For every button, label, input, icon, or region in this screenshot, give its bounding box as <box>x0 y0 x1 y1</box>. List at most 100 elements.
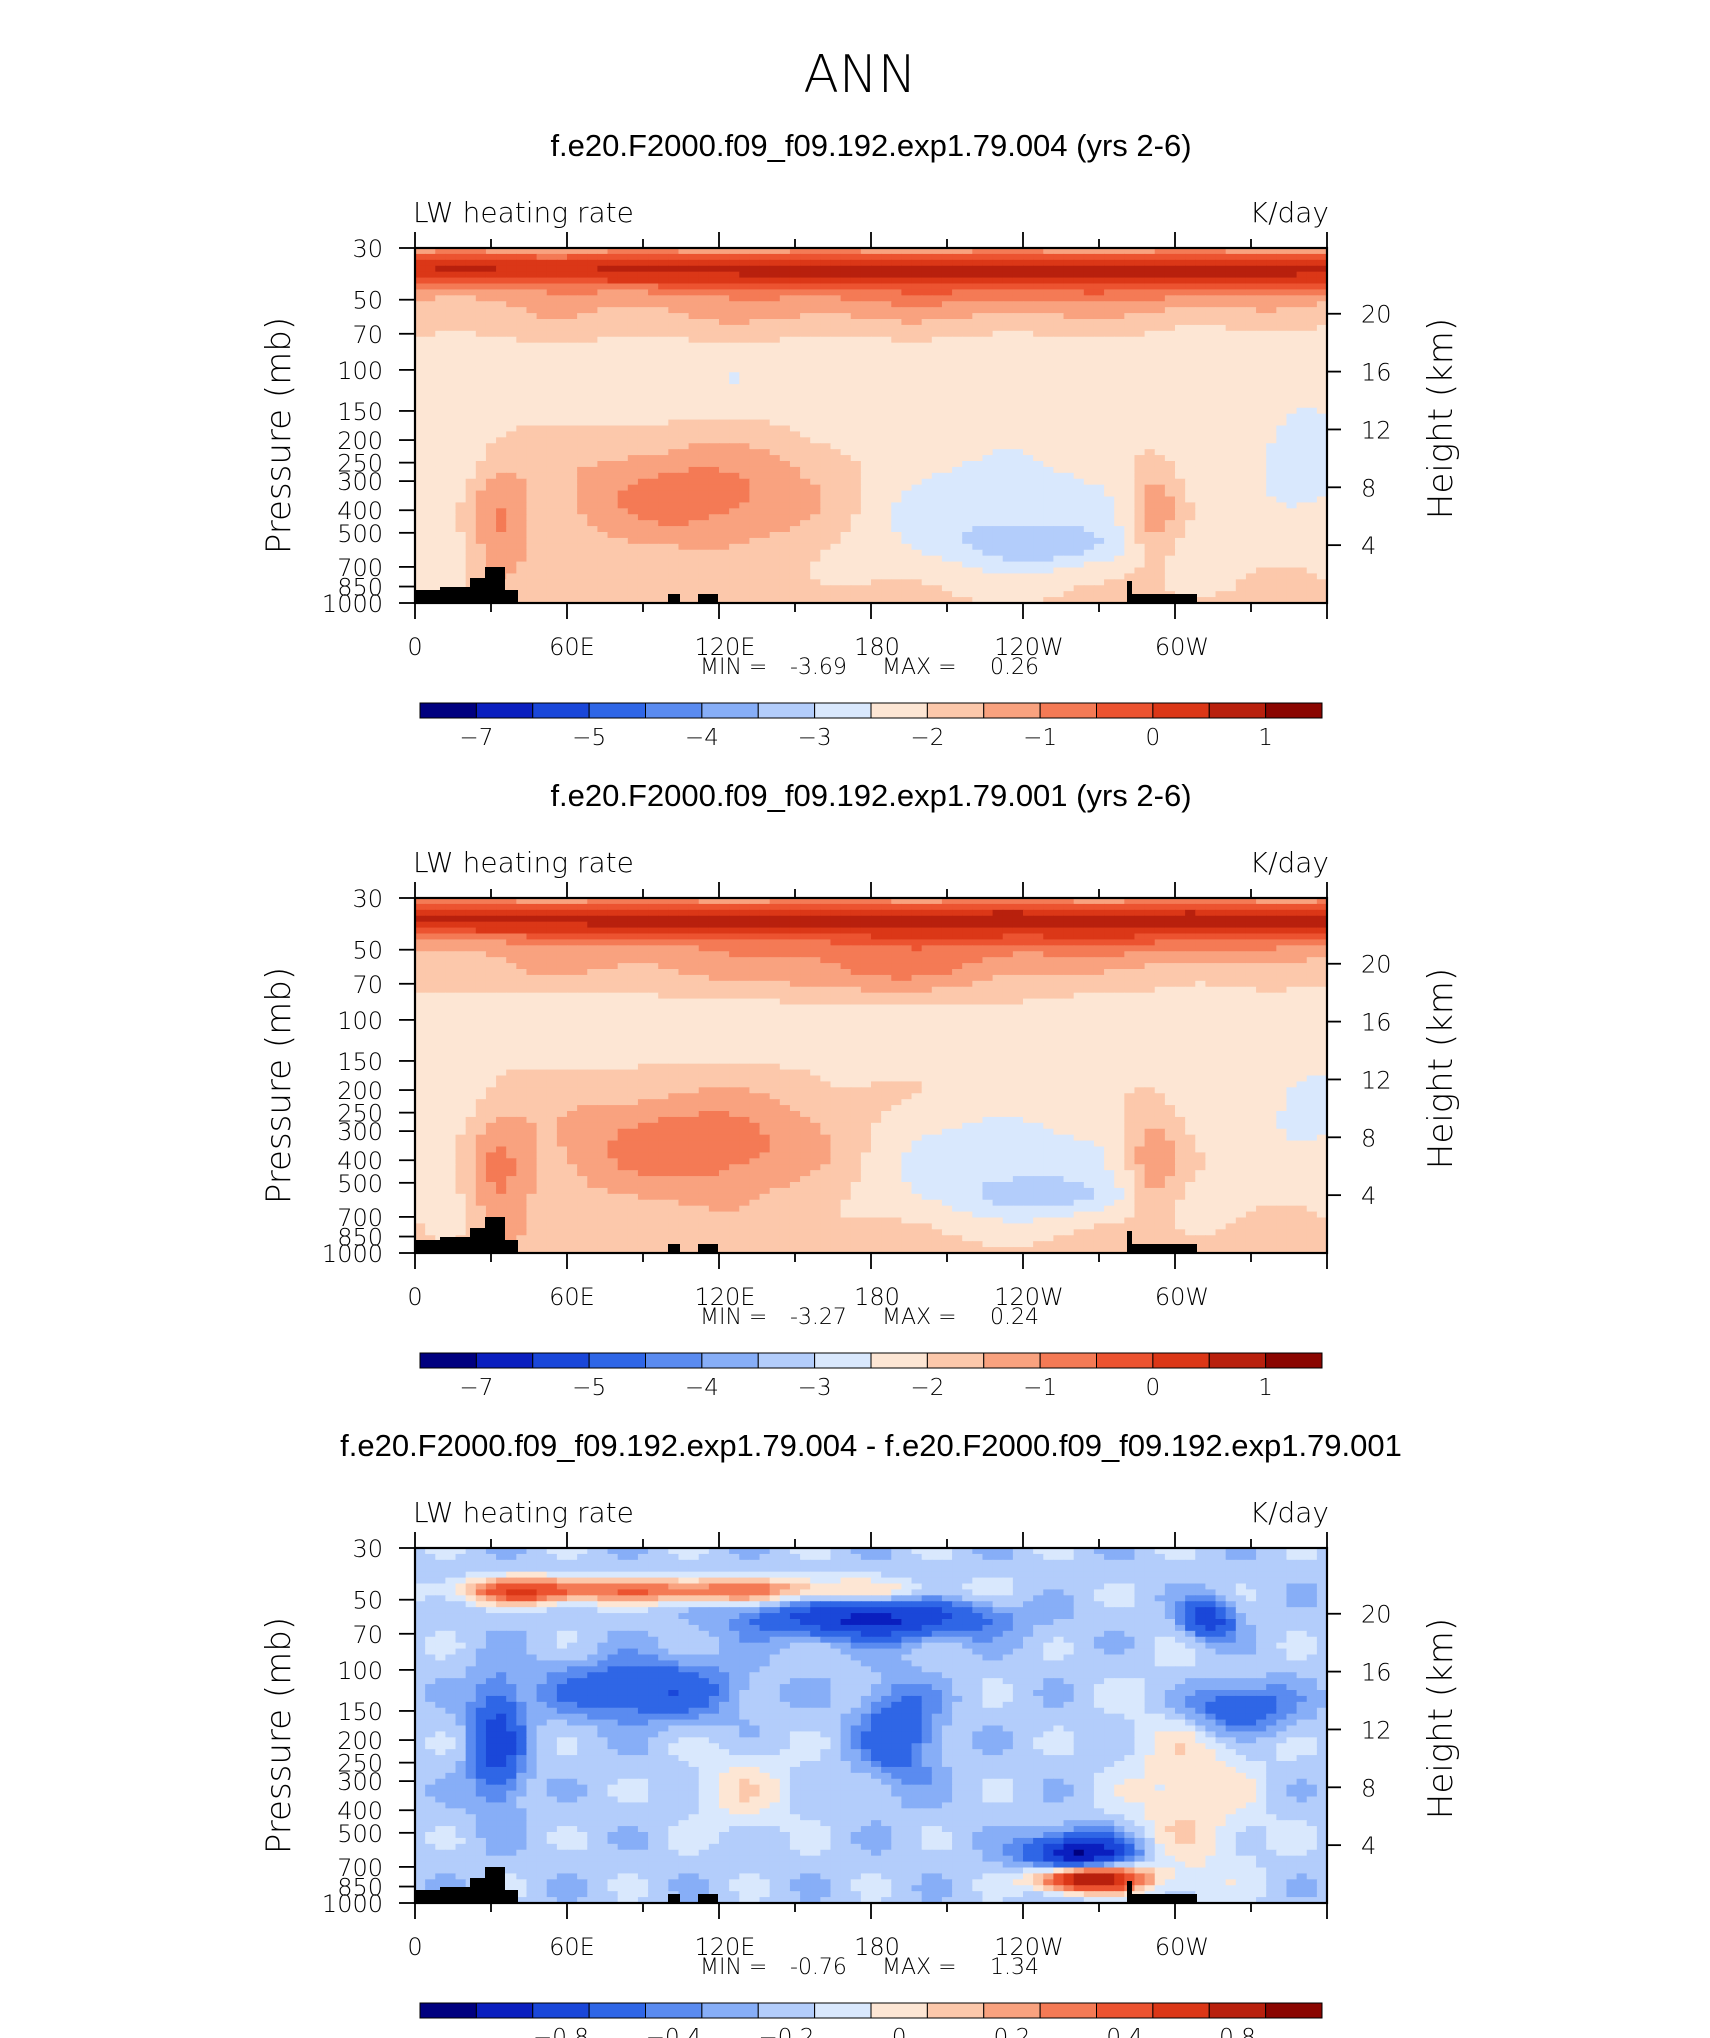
heatmap-cell <box>1104 337 1115 344</box>
heatmap-cell <box>729 260 740 267</box>
heatmap-cell <box>760 396 771 403</box>
heatmap-cell <box>486 307 497 314</box>
heatmap-cell <box>1175 366 1186 373</box>
heatmap-cell <box>445 307 456 314</box>
heatmap-cell <box>658 366 669 373</box>
heatmap-cell <box>729 420 740 427</box>
heatmap-cell <box>1175 331 1186 338</box>
heatmap-cell <box>1124 426 1135 433</box>
heatmap-cell <box>608 544 619 551</box>
heatmap-cell <box>851 467 862 474</box>
heatmap-cell <box>871 520 882 527</box>
heatmap-cell <box>982 301 993 308</box>
heatmap-cell <box>841 360 852 367</box>
heatmap-cell <box>618 520 629 527</box>
heatmap-cell <box>1104 260 1115 267</box>
heatmap-cell <box>962 568 973 575</box>
heatmap-cell <box>466 360 477 367</box>
heatmap-cell <box>1114 289 1125 296</box>
heatmap-cell <box>638 431 649 438</box>
heatmap-cell <box>739 390 750 397</box>
heatmap-cell <box>1104 402 1115 409</box>
heatmap-cell <box>1023 556 1034 563</box>
heatmap-cell <box>830 455 841 462</box>
heatmap-cell <box>526 502 537 509</box>
heatmap-cell <box>1084 467 1095 474</box>
heatmap-cell <box>1256 384 1267 391</box>
heatmap-cell <box>841 562 852 569</box>
heatmap-cell <box>1084 301 1095 308</box>
heatmap-cell <box>952 349 963 356</box>
heatmap-cell <box>800 295 811 302</box>
heatmap-cell <box>597 307 608 314</box>
heatmap-cell <box>1216 449 1227 456</box>
heatmap-cell <box>861 272 872 279</box>
heatmap-cell <box>1094 437 1105 444</box>
heatmap-cell <box>1074 266 1085 273</box>
heatmap-cell <box>810 355 821 362</box>
heatmap-cell <box>749 360 760 367</box>
heatmap-cell <box>1114 497 1125 504</box>
heatmap-cell <box>709 331 720 338</box>
heatmap-cell <box>557 467 568 474</box>
heatmap-cell <box>1226 568 1237 575</box>
heatmap-cell <box>1003 343 1014 350</box>
heatmap-cell <box>668 278 679 285</box>
heatmap-cell <box>699 272 710 279</box>
heatmap-cell <box>597 260 608 267</box>
heatmap-cell <box>435 455 446 462</box>
heatmap-cell <box>1074 254 1085 261</box>
heatmap-cell <box>577 485 588 492</box>
heatmap-cell <box>1134 289 1145 296</box>
heatmap-cell <box>1043 443 1054 450</box>
heatmap-cell <box>1043 272 1054 279</box>
heatmap-cell <box>1134 355 1145 362</box>
heatmap-cell <box>638 266 649 273</box>
heatmap-cell <box>1074 319 1085 326</box>
chart-panel-1: f.e20.F2000.f09_f09.192.exp1.79.004 (yrs… <box>259 128 1461 751</box>
heatmap-cell <box>1246 313 1257 320</box>
heatmap-cell <box>1114 550 1125 557</box>
heatmap-cell <box>567 473 578 480</box>
heatmap-cell <box>891 414 902 421</box>
heatmap-cell <box>1266 520 1277 527</box>
heatmap-cell <box>668 295 679 302</box>
heatmap-cell <box>618 532 629 539</box>
page-title: ANN <box>803 45 916 105</box>
heatmap-cell <box>547 254 558 261</box>
heatmap-cell <box>1003 254 1014 261</box>
heatmap-cell <box>922 390 933 397</box>
heatmap-cell <box>689 343 700 350</box>
heatmap-cell <box>770 514 781 521</box>
heatmap-cell <box>891 337 902 344</box>
heatmap-cell <box>1003 360 1014 367</box>
heatmap-cell <box>496 331 507 338</box>
heatmap-cell <box>526 473 537 480</box>
heatmap-cell <box>901 455 912 462</box>
heatmap-cell <box>972 378 983 385</box>
heatmap-cell <box>810 260 821 267</box>
heatmap-cell <box>871 437 882 444</box>
heatmap-cell <box>780 568 791 575</box>
heatmap-cell <box>739 349 750 356</box>
heatmap-cell <box>800 325 811 332</box>
heatmap-cell <box>922 272 933 279</box>
heatmap-cell <box>841 538 852 545</box>
heatmap-cell <box>993 526 1004 533</box>
heatmap-cell <box>537 372 548 379</box>
heatmap-cell <box>689 449 700 456</box>
heatmap-cell <box>760 313 771 320</box>
heatmap-cell <box>648 426 659 433</box>
heatmap-cell <box>567 573 578 580</box>
heatmap-cell <box>567 449 578 456</box>
heatmap-cell <box>658 266 669 273</box>
heatmap-cell <box>435 449 446 456</box>
heatmap-cell <box>547 520 558 527</box>
heatmap-cell <box>1286 378 1297 385</box>
heatmap-cell <box>1114 372 1125 379</box>
heatmap-cell <box>800 378 811 385</box>
heatmap-cell <box>1084 372 1095 379</box>
heatmap-cell <box>628 313 639 320</box>
heatmap-cell <box>1003 461 1014 468</box>
heatmap-cell <box>577 325 588 332</box>
